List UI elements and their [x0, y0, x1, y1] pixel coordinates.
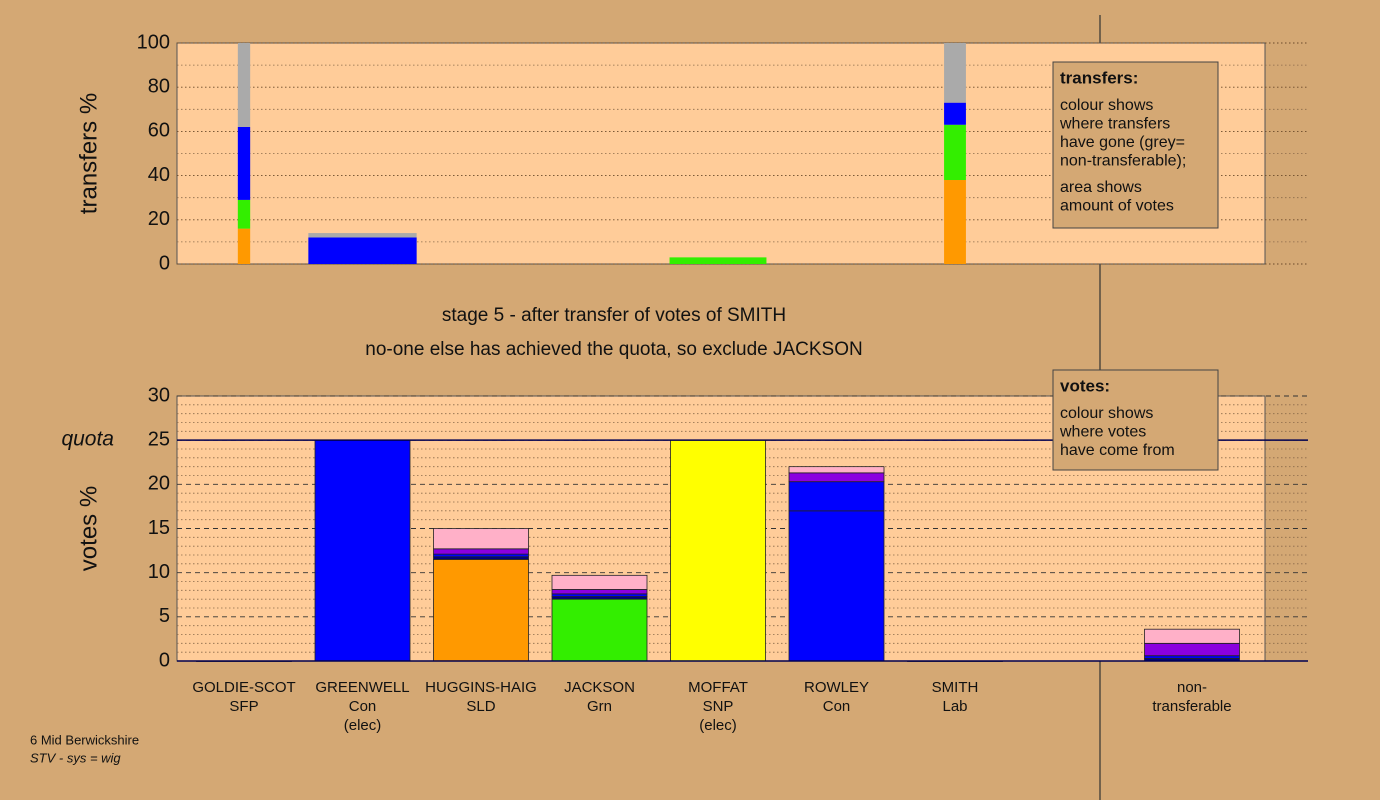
- bar-segment: [551, 589, 648, 595]
- bar-segment: [670, 439, 766, 662]
- note-text: where transfers: [1059, 116, 1170, 133]
- bar-segment: [433, 559, 529, 662]
- y-axis-label: votes %: [75, 486, 102, 571]
- y-tick-label: 15: [148, 517, 170, 539]
- bar-segment: [237, 43, 251, 127]
- note-text: area shows: [1060, 179, 1142, 196]
- bar-segment: [788, 472, 885, 483]
- note-text: non-transferable);: [1060, 153, 1186, 170]
- bar-segment: [237, 199, 251, 229]
- stage-text: no-one else has achieved the quota, so e…: [365, 339, 862, 360]
- x-tick-label: Lab: [942, 698, 967, 715]
- x-tick-label: SMITH: [932, 679, 979, 696]
- x-tick-label: Grn: [587, 698, 612, 715]
- x-tick-label: non-: [1177, 679, 1207, 696]
- bar-segment: [669, 257, 767, 264]
- x-tick-label: GOLDIE-SCOT: [192, 679, 295, 696]
- x-tick-label: HUGGINS-HAIG: [425, 679, 537, 696]
- y-tick-label: 10: [148, 561, 170, 583]
- x-tick-label: ROWLEY: [804, 679, 869, 696]
- bar-segment: [551, 574, 648, 590]
- note-text: where votes: [1059, 424, 1146, 441]
- x-tick-label: MOFFAT: [688, 679, 748, 696]
- y-tick-label: 20: [148, 208, 170, 230]
- x-tick-label: GREENWELL: [315, 679, 409, 696]
- y-axis-label: transfers %: [75, 93, 102, 214]
- y-tick-label: 0: [159, 649, 170, 671]
- bar-segment: [433, 548, 529, 555]
- x-tick-label: Con: [823, 698, 851, 715]
- note-text: colour shows: [1060, 97, 1153, 114]
- note-text: amount of votes: [1060, 198, 1174, 215]
- bar-segment: [788, 466, 885, 474]
- quota-label: quota: [61, 428, 114, 451]
- note-text: have come from: [1060, 442, 1175, 459]
- y-tick-label: 60: [148, 120, 170, 142]
- bar-segment: [308, 237, 417, 264]
- bar-segment: [433, 528, 529, 550]
- bar-segment: [944, 124, 966, 181]
- y-tick-label: 80: [148, 75, 170, 97]
- bar-segment: [1144, 628, 1240, 644]
- x-tick-label: SLD: [466, 698, 495, 715]
- bar-segment: [944, 102, 966, 125]
- x-tick-label: JACKSON: [564, 679, 635, 696]
- x-tick-label: (elec): [344, 717, 382, 734]
- x-tick-label: Con: [349, 698, 377, 715]
- bar-segment: [308, 233, 417, 238]
- note-title: votes:: [1060, 376, 1110, 395]
- note-text: have gone (grey=: [1060, 134, 1185, 151]
- note-box: [1052, 61, 1219, 229]
- footer: 6 Mid Berwickshire: [30, 732, 139, 747]
- y-tick-label: 40: [148, 164, 170, 186]
- note-text: colour shows: [1060, 405, 1153, 422]
- x-tick-label: transferable: [1152, 698, 1231, 715]
- bar-segment: [237, 126, 251, 200]
- bar-segment: [1144, 642, 1240, 657]
- note-box: [1052, 369, 1219, 471]
- y-tick-label: 100: [137, 31, 170, 53]
- bar-segment: [944, 43, 966, 103]
- note-title: transfers:: [1060, 68, 1138, 87]
- bar-segment: [788, 481, 885, 512]
- y-tick-label: 20: [148, 473, 170, 495]
- y-tick-label: 30: [148, 384, 170, 406]
- x-tick-label: SNP: [703, 698, 734, 715]
- y-tick-label: 25: [148, 428, 170, 450]
- bar-segment: [788, 510, 885, 662]
- bar-segment: [237, 228, 251, 264]
- bar-segment: [551, 598, 648, 662]
- x-tick-label: (elec): [699, 717, 737, 734]
- y-tick-label: 0: [159, 252, 170, 274]
- stage-text: stage 5 - after transfer of votes of SMI…: [442, 305, 786, 326]
- bar-segment: [314, 439, 411, 662]
- bar-segment: [944, 180, 966, 264]
- y-tick-label: 5: [159, 605, 170, 627]
- footer: STV - sys = wig: [30, 750, 121, 765]
- x-tick-label: SFP: [229, 698, 258, 715]
